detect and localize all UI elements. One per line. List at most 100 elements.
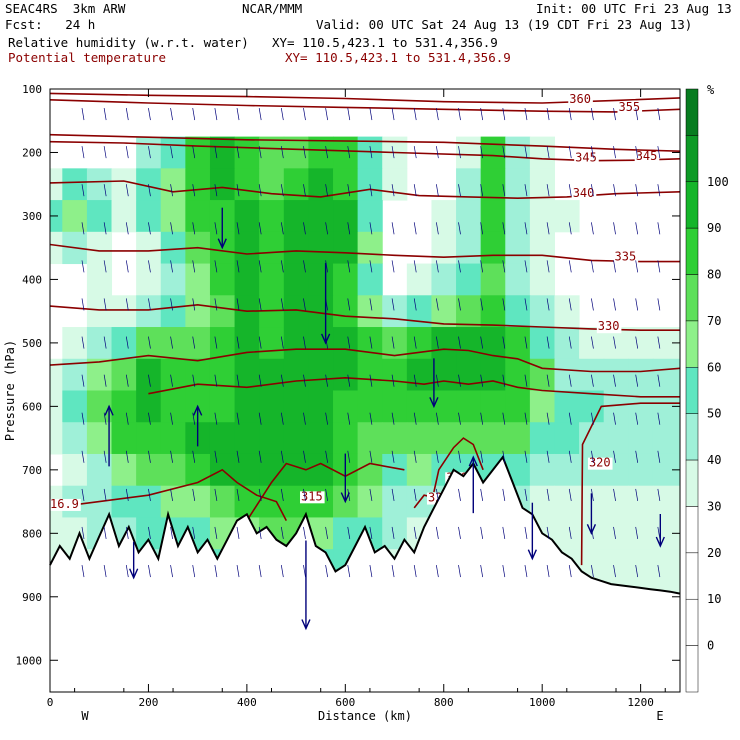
wind-tick xyxy=(125,450,129,463)
wind-tick xyxy=(369,184,373,197)
wind-tick xyxy=(657,146,661,159)
wind-tick xyxy=(170,146,173,159)
field2-xy: XY= 110.5,423.1 to 531.4,356.9 xyxy=(285,50,511,65)
theta-label-bg xyxy=(634,151,660,164)
rh-cell xyxy=(160,263,186,296)
theta-label-bg xyxy=(49,498,81,511)
rh-cell xyxy=(505,422,531,455)
wind-tick xyxy=(458,260,461,273)
rh-cell xyxy=(185,453,211,487)
wind-tick xyxy=(303,298,306,311)
wind-tick xyxy=(458,107,461,121)
wind-tick xyxy=(436,146,439,159)
rh-cell xyxy=(406,263,432,296)
wind-tick xyxy=(635,298,639,311)
rh-cell xyxy=(234,390,260,423)
wind-tick xyxy=(303,488,306,501)
wind-tick xyxy=(325,412,328,425)
colorbar-swatch xyxy=(685,413,699,461)
wind-tick xyxy=(568,260,572,273)
wind-tick xyxy=(236,412,240,425)
wind-tick xyxy=(502,298,506,311)
wind-tick xyxy=(635,146,639,159)
rh-cell xyxy=(308,231,334,265)
header-left-line1: SEAC4RS 3km ARW xyxy=(5,1,126,16)
wind-tick xyxy=(413,222,417,235)
wind-tick xyxy=(413,488,417,501)
wind-tick xyxy=(524,488,528,501)
rh-cell xyxy=(406,390,432,423)
wind-tick xyxy=(524,564,528,578)
rh-cell xyxy=(259,422,285,455)
wind-tick xyxy=(280,222,284,235)
colorbar-label: 0 xyxy=(707,639,714,653)
wind-tick xyxy=(635,526,639,540)
wind-tick xyxy=(192,526,196,540)
colorbar-label: 90 xyxy=(707,221,721,235)
wind-tick xyxy=(369,488,373,501)
rh-cell xyxy=(86,168,113,201)
colorbar-swatch xyxy=(685,135,699,183)
x-axis-label: Distance (km) xyxy=(318,709,412,723)
rh-cell xyxy=(529,231,555,265)
wind-tick xyxy=(280,184,284,197)
rh-cell xyxy=(529,200,555,233)
rh-cell xyxy=(480,358,506,391)
rh-cell xyxy=(209,295,236,328)
wind-tick xyxy=(347,222,351,235)
wind-tick xyxy=(170,184,173,197)
wind-tick xyxy=(214,107,218,121)
wind-tick xyxy=(591,298,594,311)
wind-tick xyxy=(170,298,173,311)
wind-tick xyxy=(613,336,616,349)
wind-tick xyxy=(568,146,572,159)
rh-cell xyxy=(283,200,309,233)
wind-tick xyxy=(546,336,550,349)
wind-tick xyxy=(613,526,616,540)
wind-arrowhead xyxy=(340,492,350,504)
rh-cell xyxy=(579,390,605,423)
rh-cell xyxy=(259,136,285,169)
wind-tick xyxy=(524,374,528,387)
wind-tick xyxy=(635,488,639,501)
wind-tick xyxy=(436,450,439,463)
theta-contour-label: 345 xyxy=(575,150,597,164)
y-tick-label: 300 xyxy=(22,210,42,223)
wind-tick xyxy=(303,260,306,273)
wind-tick xyxy=(347,526,351,540)
rh-cell xyxy=(529,263,555,296)
wind-tick xyxy=(391,488,395,501)
wind-tick xyxy=(502,374,506,387)
rh-cell xyxy=(554,390,580,423)
wind-tick xyxy=(347,450,351,463)
wind-tick xyxy=(103,336,107,349)
wind-tick xyxy=(635,564,639,578)
wind-tick xyxy=(214,298,218,311)
rh-cell xyxy=(333,390,359,423)
wind-tick xyxy=(480,488,484,501)
rh-cell xyxy=(234,485,260,518)
rh-cell xyxy=(111,327,137,360)
wind-tick xyxy=(568,374,572,387)
wind-tick xyxy=(236,336,240,349)
wind-tick xyxy=(192,107,196,121)
y-tick-label: 600 xyxy=(22,400,42,413)
wind-tick xyxy=(458,336,461,349)
wind-tick xyxy=(524,184,528,197)
wind-tick xyxy=(258,374,262,387)
theta-contour-line xyxy=(49,99,681,113)
wind-tick xyxy=(258,412,262,425)
wind-tick xyxy=(81,146,85,159)
x-tick-label: 400 xyxy=(237,696,257,709)
wind-tick xyxy=(391,184,395,197)
rh-cell xyxy=(308,358,334,391)
wind-tick xyxy=(413,336,417,349)
wind-tick xyxy=(369,222,373,235)
y-tick-label: 500 xyxy=(22,337,42,350)
wind-tick xyxy=(258,146,262,159)
y-tick-label: 100 xyxy=(22,83,42,96)
colorbar-unit: % xyxy=(707,83,715,97)
theta-contour-label: 16.9 xyxy=(50,497,79,511)
wind-tick xyxy=(258,336,262,349)
wind-tick xyxy=(613,184,616,197)
